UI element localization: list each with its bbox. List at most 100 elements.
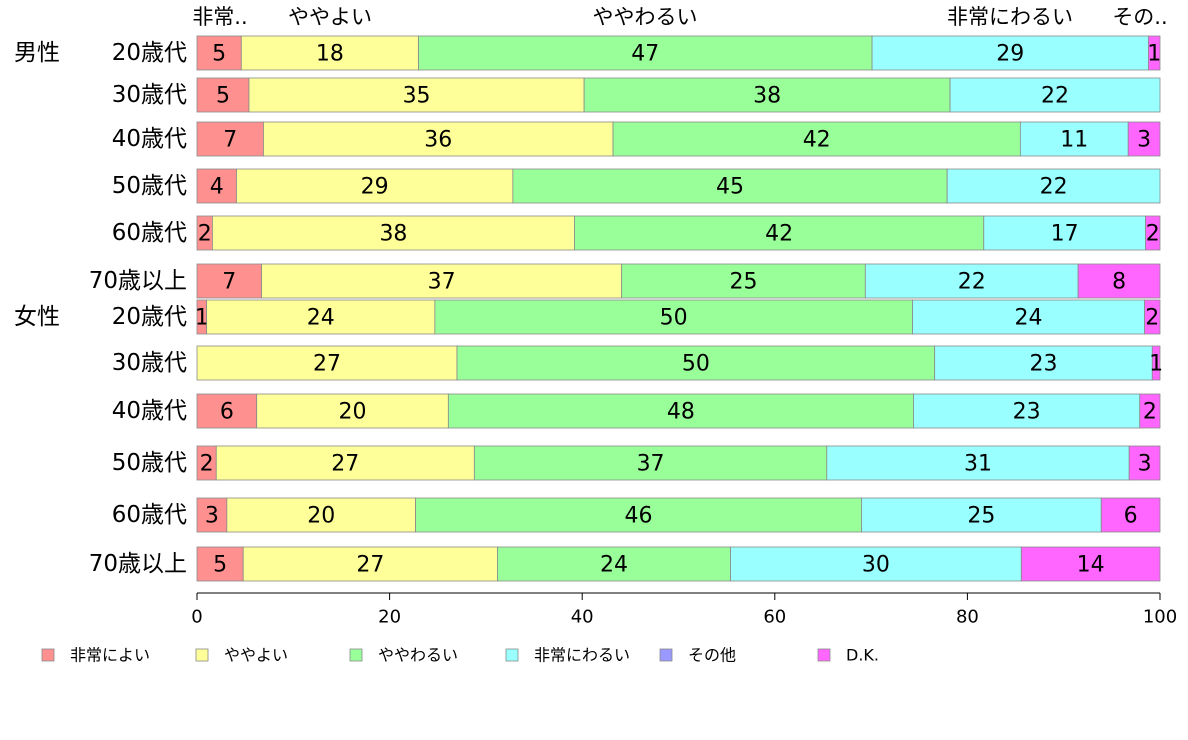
top-category-label: ややわるい <box>593 5 698 29</box>
data-label: 31 <box>964 452 992 477</box>
bar-segment <box>983 215 1146 251</box>
top-category-label: 非常.. <box>192 5 247 29</box>
bar-segment <box>196 393 258 429</box>
data-label: 22 <box>958 270 986 295</box>
data-label: 18 <box>316 42 344 67</box>
data-label: 22 <box>1040 175 1068 200</box>
data-label: 3 <box>1137 128 1151 153</box>
top-category-label: 非常にわるい <box>947 5 1073 29</box>
bar-segment <box>826 445 1130 481</box>
data-label: 24 <box>307 306 335 331</box>
legend-label: 非常にわるい <box>534 646 630 665</box>
x-tick-label: 60 <box>763 607 786 628</box>
legend-swatch <box>349 648 363 662</box>
legend-swatch <box>659 648 673 662</box>
bar-segment <box>215 445 475 481</box>
bar-segment <box>934 345 1153 381</box>
data-label: 47 <box>631 42 659 67</box>
data-label: 5 <box>213 553 227 578</box>
row-label: 30歳代 <box>112 82 187 108</box>
data-label: 25 <box>967 504 995 529</box>
data-label: 1 <box>1147 42 1161 67</box>
row-label: 30歳代 <box>112 350 187 376</box>
data-label: 22 <box>1041 84 1069 109</box>
row-label: 50歳代 <box>112 450 187 476</box>
legend-label: 非常によい <box>70 646 150 665</box>
row-label: 40歳代 <box>112 398 187 424</box>
bar-segment <box>1128 445 1161 481</box>
data-label: 45 <box>716 175 744 200</box>
data-label: 14 <box>1077 553 1105 578</box>
bar-segment <box>949 77 1161 113</box>
bar-segment <box>1100 497 1161 533</box>
data-label: 6 <box>220 400 234 425</box>
legend-label: ややわるい <box>378 646 458 665</box>
row-label: 40歳代 <box>112 126 187 152</box>
group-label: 女性 <box>14 304 60 330</box>
bar-segment <box>730 546 1022 582</box>
bar-segment <box>1148 35 1161 71</box>
data-label: 1 <box>195 306 209 331</box>
legend-swatch <box>817 648 831 662</box>
x-tick-label: 100 <box>1143 607 1177 628</box>
bar-segment <box>1144 299 1161 335</box>
bar-segment <box>1127 121 1161 157</box>
bar-segment <box>574 215 985 251</box>
bar-segment <box>913 393 1141 429</box>
data-label: 24 <box>600 553 628 578</box>
data-label: 2 <box>1143 400 1157 425</box>
data-label: 25 <box>730 270 758 295</box>
data-label: 23 <box>1013 400 1041 425</box>
data-label: 6 <box>1124 504 1138 529</box>
row-label: 50歳代 <box>112 173 187 199</box>
bar-segment <box>1145 215 1161 251</box>
bar-segment <box>861 497 1102 533</box>
top-category-label: ややよい <box>288 5 372 29</box>
row-label: 60歳代 <box>112 220 187 246</box>
bar-segment <box>248 77 585 113</box>
data-label: 37 <box>637 452 665 477</box>
data-label: 46 <box>625 504 653 529</box>
legend-label: D.K. <box>846 646 879 665</box>
row-label: 70歳以上 <box>89 268 187 294</box>
bar-segment <box>196 546 244 582</box>
data-label: 27 <box>313 352 341 377</box>
data-label: 1 <box>1149 352 1163 377</box>
bar-segment <box>946 168 1161 204</box>
bar-segment <box>242 546 498 582</box>
bar-segment <box>1151 345 1161 381</box>
bar-segment <box>621 263 866 299</box>
data-label: 27 <box>331 452 359 477</box>
data-label: 2 <box>1145 306 1159 331</box>
bar-segment <box>473 445 828 481</box>
data-label: 3 <box>1138 452 1152 477</box>
bar-segment <box>1139 393 1161 429</box>
bar-segment <box>1019 121 1129 157</box>
data-label: 48 <box>667 400 695 425</box>
legend-label: その他 <box>688 646 736 665</box>
data-label: 2 <box>198 222 212 247</box>
data-label: 50 <box>660 306 688 331</box>
bar-segment <box>226 497 417 533</box>
data-label: 24 <box>1015 306 1043 331</box>
data-label: 23 <box>1029 352 1057 377</box>
data-label: 30 <box>862 553 890 578</box>
data-label: 4 <box>210 175 224 200</box>
data-label: 38 <box>753 84 781 109</box>
row-label: 20歳代 <box>112 304 187 330</box>
legend-swatch <box>41 648 55 662</box>
bar-segment <box>196 345 458 381</box>
data-label: 42 <box>803 128 831 153</box>
bar-segment <box>418 35 873 71</box>
data-label: 50 <box>682 352 710 377</box>
data-label: 5 <box>216 84 230 109</box>
bar-segment <box>612 121 1021 157</box>
data-label: 35 <box>403 84 431 109</box>
bar-segment <box>263 121 614 157</box>
bar-segment <box>196 35 242 71</box>
data-label: 7 <box>222 270 236 295</box>
bar-segment <box>434 299 913 335</box>
bar-segment <box>236 168 514 204</box>
x-tick-label: 20 <box>378 607 401 628</box>
